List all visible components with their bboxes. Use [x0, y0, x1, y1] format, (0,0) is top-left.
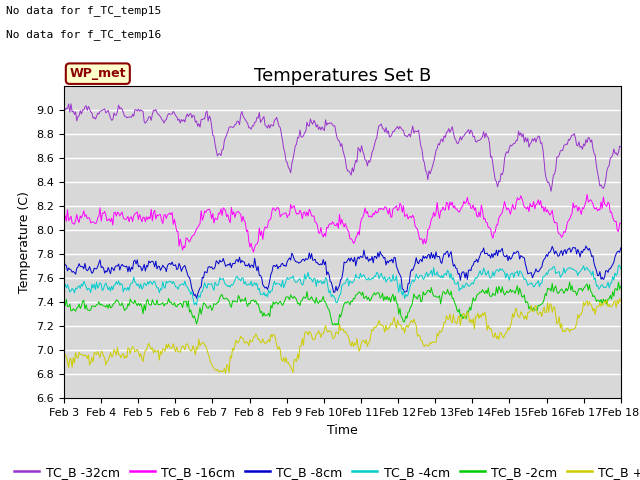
TC_B -8cm [373, 256, 381, 262]
TC_B -16cm [60, 215, 68, 221]
X-axis label: Time: Time [327, 424, 358, 437]
Text: WP_met: WP_met [70, 67, 126, 80]
TC_B -32cm [60, 104, 68, 109]
TC_B -8cm [60, 259, 68, 265]
TC_B -4cm [60, 283, 68, 288]
TC_B -8cm [567, 249, 575, 255]
TC_B -2cm [470, 298, 478, 303]
TC_B -4cm [399, 288, 407, 294]
TC_B -16cm [399, 203, 407, 209]
TC_B -8cm [582, 243, 590, 249]
TC_B -32cm [547, 188, 555, 194]
TC_B -32cm [296, 127, 304, 133]
TC_B -4cm [193, 302, 200, 308]
TC_B -32cm [617, 144, 625, 150]
TC_B -2cm [566, 279, 573, 285]
TC_B +4cm [567, 326, 575, 332]
TC_B -4cm [616, 263, 623, 268]
TC_B -8cm [296, 260, 304, 265]
TC_B -8cm [617, 245, 625, 251]
Line: TC_B -2cm: TC_B -2cm [64, 282, 621, 325]
Y-axis label: Temperature (C): Temperature (C) [18, 192, 31, 293]
TC_B -16cm [373, 210, 381, 216]
TC_B -2cm [295, 300, 303, 306]
TC_B -4cm [373, 269, 381, 275]
TC_B -4cm [234, 276, 242, 282]
TC_B -8cm [399, 287, 407, 293]
TC_B +4cm [221, 371, 229, 376]
TC_B -32cm [399, 128, 407, 133]
TC_B -2cm [234, 300, 241, 305]
Legend: TC_B -32cm, TC_B -16cm, TC_B -8cm, TC_B -4cm, TC_B -2cm, TC_B +4cm: TC_B -32cm, TC_B -16cm, TC_B -8cm, TC_B … [9, 461, 640, 480]
TC_B +4cm [373, 324, 381, 329]
TC_B +4cm [234, 340, 242, 346]
TC_B -16cm [470, 207, 478, 213]
Line: TC_B -4cm: TC_B -4cm [64, 265, 621, 305]
TC_B -8cm [193, 295, 200, 301]
TC_B -16cm [617, 220, 625, 226]
TC_B -32cm [470, 133, 478, 139]
TC_B -16cm [567, 213, 575, 219]
TC_B +4cm [470, 326, 478, 332]
Line: TC_B -32cm: TC_B -32cm [64, 104, 621, 191]
TC_B -8cm [234, 259, 242, 265]
TC_B -16cm [583, 192, 591, 197]
TC_B -2cm [617, 283, 625, 289]
TC_B -2cm [60, 301, 68, 307]
TC_B -4cm [296, 276, 304, 282]
TC_B -32cm [65, 101, 72, 107]
TC_B -8cm [470, 259, 478, 264]
TC_B +4cm [399, 325, 407, 331]
TC_B +4cm [60, 354, 68, 360]
Line: TC_B -8cm: TC_B -8cm [64, 246, 621, 298]
TC_B -4cm [617, 266, 625, 272]
TC_B -32cm [568, 132, 576, 138]
TC_B -32cm [234, 119, 242, 124]
TC_B -32cm [373, 135, 381, 141]
TC_B -2cm [373, 290, 381, 296]
TC_B -4cm [470, 278, 478, 284]
Title: Temperatures Set B: Temperatures Set B [254, 67, 431, 85]
TC_B -2cm [568, 283, 576, 288]
Text: No data for f_TC_temp15: No data for f_TC_temp15 [6, 5, 162, 16]
TC_B +4cm [616, 296, 623, 301]
TC_B -2cm [399, 319, 407, 324]
Text: No data for f_TC_temp16: No data for f_TC_temp16 [6, 29, 162, 40]
Line: TC_B -16cm: TC_B -16cm [64, 194, 621, 252]
TC_B +4cm [296, 343, 304, 349]
TC_B -16cm [234, 209, 241, 215]
TC_B -16cm [296, 207, 304, 213]
TC_B -4cm [567, 265, 575, 271]
TC_B -16cm [250, 249, 257, 255]
Line: TC_B +4cm: TC_B +4cm [64, 299, 621, 373]
TC_B -2cm [332, 322, 340, 328]
TC_B +4cm [617, 299, 625, 305]
